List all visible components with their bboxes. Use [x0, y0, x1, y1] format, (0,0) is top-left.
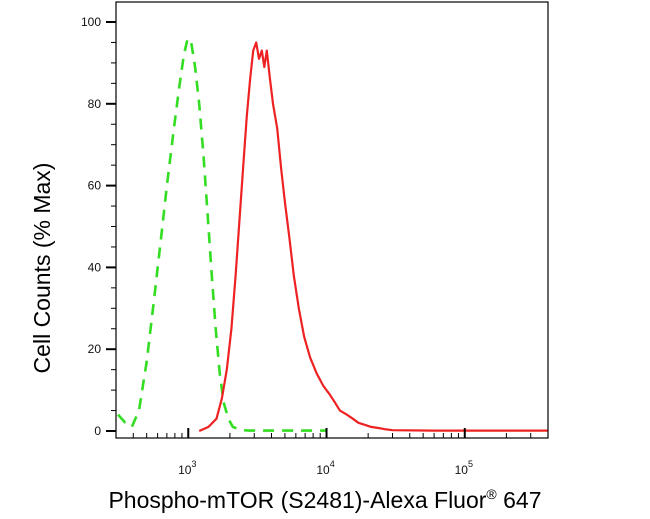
x-axis-title-superscript: ®: [486, 486, 497, 502]
y-tick-label: 80: [88, 97, 102, 111]
x-tick-exponent: 3: [191, 459, 196, 469]
x-axis-title-suffix: 647: [497, 487, 542, 513]
x-tick-label: 104: [316, 459, 334, 477]
series-line-1: [117, 37, 327, 432]
x-tick-label: 105: [455, 459, 473, 477]
x-tick-exponent: 5: [468, 459, 473, 469]
x-tick-base: 10: [455, 463, 469, 477]
y-tick-label: 40: [88, 260, 102, 274]
y-tick-label: 20: [88, 342, 102, 356]
y-tick-label: 100: [81, 15, 101, 29]
y-axis-title: Cell Counts (% Max): [29, 163, 55, 374]
series-line-2: [198, 41, 548, 433]
x-tick-base: 10: [316, 463, 330, 477]
y-tick-label: 0: [94, 424, 101, 438]
x-tick-label: 103: [178, 459, 196, 477]
x-axis-title: Phospho-mTOR (S2481)-Alexa Fluor® 647: [108, 486, 541, 513]
series-layer: [117, 37, 548, 433]
y-tick-label: 60: [88, 179, 102, 193]
plot-frame: [115, 1, 549, 439]
x-axis-title-main: Phospho-mTOR (S2481)-Alexa Fluor: [108, 487, 486, 513]
x-tick-base: 10: [178, 463, 192, 477]
x-tick-exponent: 4: [330, 459, 335, 469]
